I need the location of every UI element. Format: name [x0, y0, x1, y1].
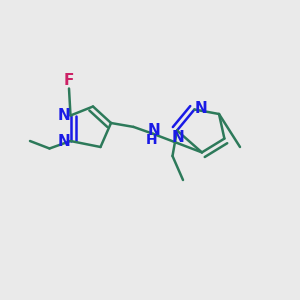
Text: F: F — [64, 73, 74, 88]
Text: N: N — [58, 134, 70, 148]
Text: H: H — [146, 134, 157, 147]
Text: N: N — [148, 123, 160, 138]
Text: N: N — [195, 101, 207, 116]
Text: N: N — [171, 130, 184, 145]
Text: N: N — [58, 108, 70, 123]
